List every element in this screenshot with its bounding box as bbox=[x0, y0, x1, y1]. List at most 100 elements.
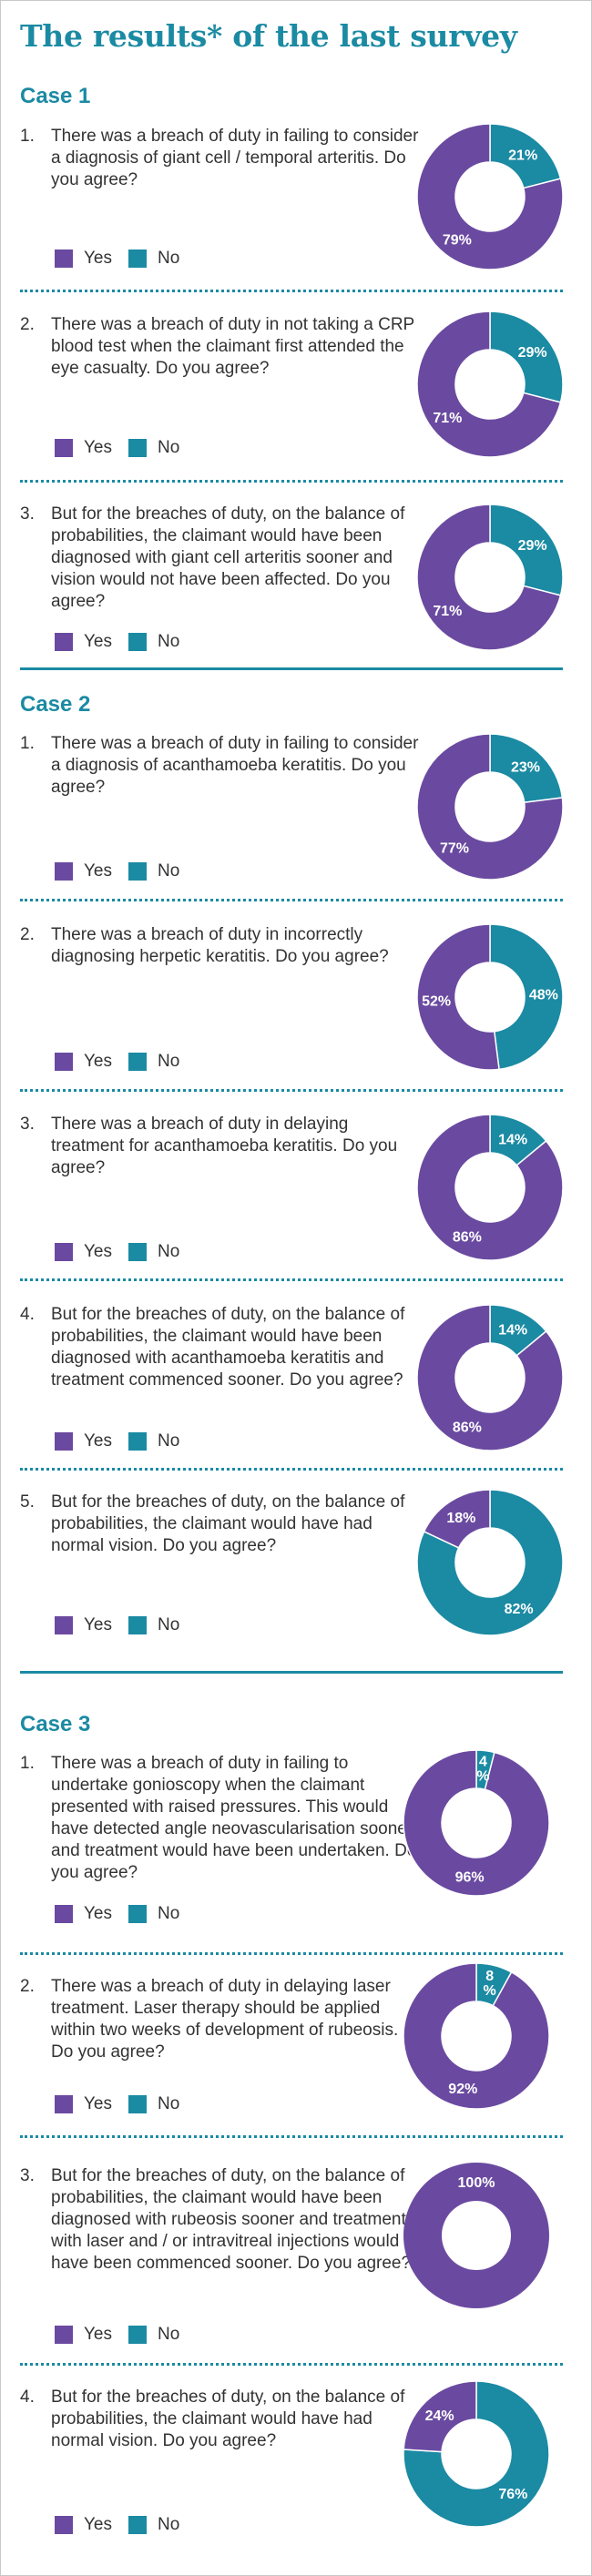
legend-yes-label: Yes bbox=[84, 2515, 112, 2534]
no-slice bbox=[403, 2380, 550, 2528]
legend-no-label: No bbox=[158, 1904, 180, 1923]
yes-swatch bbox=[55, 862, 73, 881]
donut-chart-c1-q1: 21% 79% bbox=[416, 123, 564, 270]
no-swatch bbox=[128, 249, 147, 268]
dotted-divider bbox=[20, 1089, 563, 1092]
legend-no-label: No bbox=[158, 2515, 180, 2534]
donut-chart-c3-q1: 4 % 96% bbox=[403, 1749, 550, 1897]
legend: Yes No bbox=[55, 1242, 196, 1262]
question-text: There was a breach of duty in delaying t… bbox=[51, 1115, 398, 1177]
question-c3-q2: 2. There was a breach of duty in delayin… bbox=[20, 1976, 421, 2063]
yes-slice bbox=[403, 2163, 549, 2308]
question-number: 3. bbox=[20, 1115, 35, 1134]
question-number: 2. bbox=[20, 315, 35, 334]
no-swatch bbox=[128, 2326, 147, 2344]
dotted-divider bbox=[20, 1468, 563, 1471]
question-c2-q3: 3. There was a breach of duty in delayin… bbox=[20, 1114, 421, 1179]
yes-swatch bbox=[55, 1616, 73, 1634]
question-c1-q1: 1. There was a breach of duty in failing… bbox=[20, 126, 421, 191]
yes-slice bbox=[416, 923, 500, 1071]
yes-slice bbox=[416, 311, 562, 458]
dotted-divider bbox=[20, 899, 563, 901]
legend-yes-label: Yes bbox=[84, 2094, 112, 2113]
no-value-label: 14% bbox=[498, 1133, 527, 1148]
no-slice bbox=[489, 311, 564, 403]
legend: Yes No bbox=[55, 1052, 196, 1072]
yes-swatch bbox=[55, 1053, 73, 1071]
yes-swatch bbox=[55, 1243, 73, 1261]
question-text: But for the breaches of duty, on the bal… bbox=[51, 1305, 405, 1390]
yes-swatch bbox=[55, 2516, 73, 2534]
question-number: 2. bbox=[20, 1977, 35, 1996]
legend-yes-label: Yes bbox=[84, 1052, 112, 1071]
yes-slice bbox=[416, 123, 564, 270]
page-title: The results* of the last survey bbox=[20, 18, 517, 54]
question-number: 1. bbox=[20, 1754, 35, 1773]
yes-slice bbox=[403, 1962, 550, 2110]
legend-no-label: No bbox=[158, 1242, 180, 1261]
question-number: 1. bbox=[20, 734, 35, 753]
legend-no-label: No bbox=[158, 2094, 180, 2113]
no-value-label: 82% bbox=[505, 1602, 534, 1617]
legend-yes-label: Yes bbox=[84, 1904, 112, 1923]
question-text: There was a breach of duty in failing to… bbox=[51, 1754, 417, 1882]
legend-yes-label: Yes bbox=[84, 2325, 112, 2344]
no-value-label: 4% bbox=[476, 1754, 489, 1784]
legend: Yes No bbox=[55, 632, 196, 652]
no-swatch bbox=[128, 1053, 147, 1071]
question-number: 3. bbox=[20, 2166, 35, 2185]
legend-no-label: No bbox=[158, 249, 180, 268]
case-2-heading: Case 2 bbox=[20, 692, 91, 717]
yes-slice bbox=[416, 733, 564, 881]
donut-chart-c2-q4: 14% 86% bbox=[416, 1304, 564, 1451]
no-swatch bbox=[128, 633, 147, 651]
question-number: 5. bbox=[20, 1492, 35, 1512]
yes-value-label: 71% bbox=[433, 604, 462, 619]
yes-swatch bbox=[55, 2095, 73, 2113]
dotted-divider bbox=[20, 290, 563, 292]
yes-swatch bbox=[55, 1432, 73, 1451]
question-text: There was a breach of duty in incorrectl… bbox=[51, 925, 389, 966]
yes-swatch bbox=[55, 2326, 73, 2344]
donut-chart-c1-q2: 29% 71% bbox=[416, 311, 564, 458]
no-value-label: 48% bbox=[529, 987, 558, 1003]
legend-no-label: No bbox=[158, 1431, 180, 1451]
no-swatch bbox=[128, 2516, 147, 2534]
donut-chart-c2-q5: 82% 18% bbox=[416, 1489, 564, 1636]
no-swatch bbox=[128, 2095, 147, 2113]
yes-slice bbox=[416, 504, 562, 651]
no-slice bbox=[489, 123, 562, 189]
legend-no-label: No bbox=[158, 861, 180, 881]
yes-swatch bbox=[55, 1905, 73, 1923]
legend-no-label: No bbox=[158, 1615, 180, 1634]
question-text: There was a breach of duty in delaying l… bbox=[51, 1977, 399, 2062]
yes-value-label: 100% bbox=[458, 2175, 495, 2191]
question-c1-q2: 2. There was a breach of duty in not tak… bbox=[20, 314, 421, 380]
question-c3-q4: 4. But for the breaches of duty, on the … bbox=[20, 2387, 421, 2452]
legend: Yes No bbox=[55, 2325, 196, 2345]
donut-chart-c2-q3: 14% 86% bbox=[416, 1114, 564, 1261]
question-c2-q2: 2. There was a breach of duty in incorre… bbox=[20, 924, 421, 968]
dotted-divider bbox=[20, 480, 563, 483]
legend: Yes No bbox=[55, 1904, 196, 1924]
no-swatch bbox=[128, 439, 147, 457]
question-number: 3. bbox=[20, 504, 35, 524]
case-1-heading: Case 1 bbox=[20, 84, 91, 108]
question-text: There was a breach of duty in failing to… bbox=[51, 127, 419, 189]
legend-yes-label: Yes bbox=[84, 1242, 112, 1261]
no-value-label: 29% bbox=[518, 538, 547, 554]
legend-yes-label: Yes bbox=[84, 438, 112, 457]
no-slice bbox=[489, 504, 564, 596]
legend: Yes No bbox=[55, 1615, 196, 1635]
question-c3-q3: 3. But for the breaches of duty, on the … bbox=[20, 2165, 421, 2275]
question-number: 4. bbox=[20, 2388, 35, 2407]
question-number: 1. bbox=[20, 127, 35, 146]
yes-value-label: 52% bbox=[422, 994, 451, 1010]
yes-slice bbox=[416, 1304, 564, 1451]
question-text: But for the breaches of duty, on the bal… bbox=[51, 1492, 405, 1555]
legend-no-label: No bbox=[158, 438, 180, 457]
yes-slice bbox=[416, 1114, 564, 1261]
legend-yes-label: Yes bbox=[84, 1615, 112, 1634]
no-swatch bbox=[128, 1905, 147, 1923]
dotted-divider bbox=[20, 2135, 563, 2138]
